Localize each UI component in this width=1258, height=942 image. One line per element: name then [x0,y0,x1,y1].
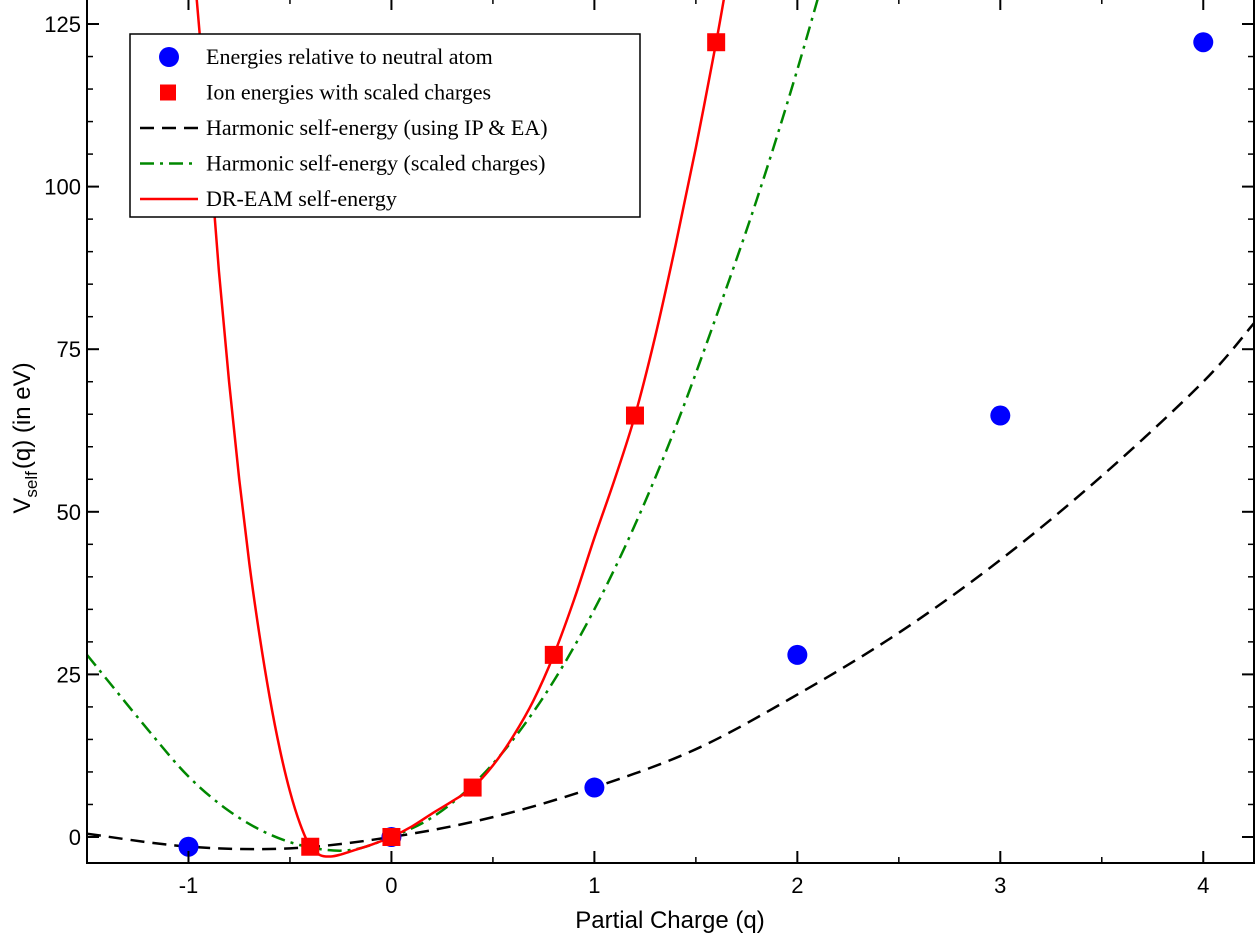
series-0-point [584,777,605,798]
legend-box [129,33,641,218]
x-tick-label: 3 [994,873,1006,898]
series-1-point [382,827,401,846]
plot-frame [86,0,1255,864]
y-tick-label: 25 [57,662,81,687]
legend-label: Ion energies with scaled charges [206,80,491,105]
y-tick-label: 75 [57,337,81,362]
series-1-point [544,645,563,664]
series-0-point [990,405,1011,426]
series-1-point [625,406,644,425]
legend-label: DR-EAM self-energy [206,186,397,211]
series-0-point [1193,32,1214,53]
legend-marker [160,84,176,101]
x-tick-label: 2 [791,873,803,898]
series-1-point [707,33,726,52]
series-layer [86,0,1254,858]
x-axis-label: Partial Charge (q) [575,907,764,934]
legend-label: Energies relative to neutral atom [206,44,493,69]
y-tick-label: 50 [57,500,81,525]
series-0-point [178,836,199,857]
y-tick-label: 0 [69,825,81,850]
series-line-0 [86,322,1254,851]
series-line-1 [86,0,819,852]
y-tick-label: 100 [44,175,81,200]
x-tick-label: 1 [588,873,600,898]
y-axis-label: Vself(q) (in eV) [9,362,41,513]
series-1-point [301,837,320,856]
legend-label: Harmonic self-energy (scaled charges) [206,151,545,176]
x-tick-label: 4 [1197,873,1209,898]
legend-marker [159,47,179,67]
y-tick-label: 125 [44,12,81,37]
ticks-layer: -1 0 1 2 3 4 0 25 50 75 100 125 [44,0,1254,898]
x-tick-label: 0 [385,873,397,898]
x-tick-label: -1 [179,873,199,898]
legend: Energies relative to neutral atom Ion ene… [129,33,641,218]
series-0-point [787,644,808,665]
series-1-point [463,778,482,797]
legend-label: Harmonic self-energy (using IP & EA) [206,115,548,140]
